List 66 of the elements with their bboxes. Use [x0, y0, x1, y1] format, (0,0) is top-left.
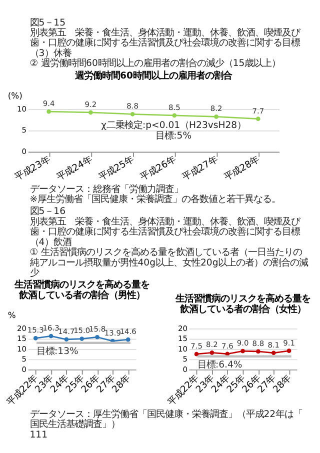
y-tick-label: 5	[22, 354, 27, 364]
text: 別表第五 栄養・食生活、身体活動・運動、休養、飲酒、喫煙及び歯・口腔の健康に関する生活習慣及び社会環境の改善に関する目標	[30, 216, 301, 238]
x-tick-label: 平成28年	[222, 154, 262, 184]
text: （4）飲酒	[30, 236, 72, 248]
point	[88, 110, 93, 115]
y-tick-label: 10	[17, 344, 27, 354]
caption: 図5－16	[30, 206, 66, 218]
x-tick-label: 平成27年	[180, 154, 220, 184]
data-label: 13.9	[104, 328, 122, 338]
chart-title: 生活習慣病のリスクを高める量を飲酒している者の割合（男性）	[13, 280, 150, 301]
text: （3）休養	[30, 48, 72, 59]
data-label: 8.8	[126, 102, 139, 111]
y-tick-label: 15	[17, 334, 27, 344]
y-tick-label: 5	[182, 354, 188, 364]
data-label: 7.5	[190, 342, 203, 351]
data-label: 9.0	[236, 338, 249, 348]
y-tick-label: 10	[178, 344, 188, 354]
point	[130, 112, 135, 116]
annotation: χ二乗検定:p<0.01（H23vsH28）	[101, 120, 246, 132]
point	[256, 116, 260, 122]
data-label: 14.6	[120, 327, 137, 336]
y-tick-label: 10	[17, 104, 27, 114]
data-label: 9.1	[283, 338, 296, 348]
data-label: 16.3	[42, 324, 60, 333]
y-axis-title: %	[8, 310, 16, 320]
data-label: 9.2	[84, 100, 97, 109]
data-label: 8.2	[210, 104, 222, 114]
x-tick-label: 平成26年	[138, 154, 178, 184]
y-tick-label: 0	[182, 364, 188, 374]
data-label: 15.3	[27, 326, 44, 335]
y-axis-title: (%)	[8, 90, 22, 100]
chart-title: 週労働時間60時間以上の雇用者の割合	[74, 70, 233, 82]
y-tick-label: 5	[22, 126, 27, 135]
y-tick-label: 0	[22, 147, 27, 156]
point	[214, 114, 218, 119]
chart-title: 生活習慣病のリスクを高める量を飲酒している者の割合（女性）	[174, 294, 310, 315]
y-tick-label: 20	[17, 324, 27, 333]
text: データソース：総務省「労働力調査」	[30, 184, 183, 195]
y-tick-label: 15	[178, 334, 188, 344]
data-label: 15.8	[88, 324, 106, 334]
y-tick-label: 0	[22, 364, 27, 374]
annotation: 目標:5%	[156, 130, 192, 142]
text: 111	[30, 429, 48, 440]
data-label: 8.5	[168, 102, 181, 112]
data-label: 8.8	[252, 338, 264, 348]
text: データソース：厚生労働省「国民健康・栄養調査」（平成22年は「国民生活基礎調査」）	[30, 408, 303, 430]
x-tick-label: 平成25年	[96, 154, 136, 184]
data-label: 7.7	[252, 106, 264, 116]
data-label: 7.6	[221, 341, 234, 350]
caption: 図5－15	[30, 17, 66, 28]
y-tick-label: 20	[178, 324, 188, 333]
data-label: 9.4	[42, 98, 56, 108]
data-label: 8.1	[268, 340, 280, 350]
text: ※厚生労働省「国民健康・栄養調査」の各数値と若干異なる。	[30, 194, 281, 206]
data-label: 14.7	[58, 326, 75, 336]
point	[46, 109, 52, 114]
text: ② 週労働時間60時間以上の雇用者の割合の減少（15歳以上）	[30, 58, 281, 70]
text: ① 生活習慣病のリスクを高める量を飲酒している者（一日当たりの純アルコール摂取量が男性40g以上、女性20g以上の者）の割合の減少	[30, 247, 308, 279]
x-tick-label: 平成23年	[13, 154, 52, 184]
text: 別表第五 栄養・食生活、身体活動・運動、休養、飲酒、喫煙及び歯・口腔の健康に関する生活習慣及び社会環境の改善に関する目標	[30, 28, 301, 49]
point	[172, 113, 177, 118]
data-label: 15.0	[74, 326, 90, 336]
x-tick-label: 平成24年	[54, 154, 94, 184]
ref-line-label: 目標:6.4%	[197, 360, 242, 371]
ref-line-label: 目標:13%	[36, 346, 78, 358]
data-label: 8.2	[206, 340, 218, 350]
